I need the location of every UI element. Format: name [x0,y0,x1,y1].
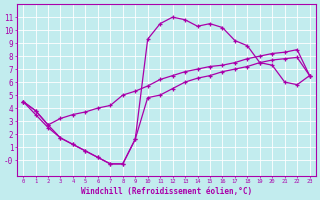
X-axis label: Windchill (Refroidissement éolien,°C): Windchill (Refroidissement éolien,°C) [81,187,252,196]
